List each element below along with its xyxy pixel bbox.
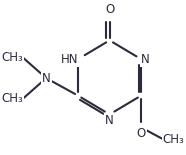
Text: N: N <box>42 72 51 85</box>
Text: O: O <box>137 127 146 140</box>
Text: O: O <box>105 3 114 16</box>
Text: HN: HN <box>60 53 78 66</box>
Text: CH₃: CH₃ <box>1 51 23 64</box>
Text: N: N <box>141 53 150 66</box>
Text: CH₃: CH₃ <box>1 92 23 105</box>
Text: N: N <box>105 114 114 127</box>
Text: CH₃: CH₃ <box>163 133 185 146</box>
